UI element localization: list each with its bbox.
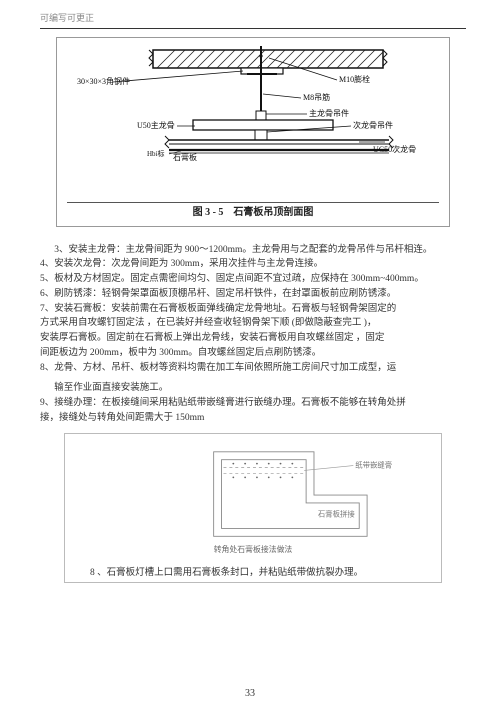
figure-1-box: 30×30×3角钢件 U50主龙骨 Hbi标 石膏板 M10膨栓 M8吊筋 主龙… — [56, 37, 450, 227]
ceiling-section-diagram: 30×30×3角钢件 U50主龙骨 Hbi标 石膏板 M10膨栓 M8吊筋 主龙… — [67, 44, 439, 194]
header-rule — [40, 28, 466, 29]
para-8a: 8、龙骨、方材、吊杆、板材等资料均需在加工车间依照所施工房间尺寸加工成型，运 — [40, 361, 466, 376]
label-main-hanger: 主龙骨吊件 — [309, 108, 349, 118]
para-4: 4、安装次龙骨：次龙骨间距为 300mm，采用次挂件与主龙骨连接。 — [40, 257, 466, 272]
para-7a: 7、安装石膏板：安装前需在石膏板板面弹线确定龙骨地址。石膏板与轻钢骨架固定的 — [40, 302, 466, 317]
para-5: 5、板材及方材固定。固定点需密间均匀、固定点间距不宜过疏，应保持在 300mm~… — [40, 272, 466, 287]
label-angle-steel: 30×30×3角钢件 — [77, 76, 130, 86]
figure-2-line-item: 8 、石膏板灯槽上口需用石膏板条封口，并粘贴纸带做抗裂办理。 — [71, 566, 435, 580]
header-note: 可编写可更正 — [40, 12, 466, 26]
para-3: 3、安装主龙骨：主龙骨间距为 900～1200mm。主龙骨用与之配套的龙骨吊件与… — [40, 243, 466, 258]
page-number: 33 — [0, 686, 500, 701]
label-hbiao: Hbi标 — [147, 149, 165, 158]
figure-1-caption: 图 3 - 5 石膏板吊顶剖面图 — [67, 202, 439, 222]
label-sub-keel: UC50次龙骨 — [373, 144, 416, 154]
label-corner-board: 石膏板拼接 — [318, 510, 355, 519]
para-6: 6、刷防锈漆：轻钢骨架罩面板顶棚吊杆、固定吊杆铁件，在封罩面板前应刷防锈漆。 — [40, 287, 466, 302]
para-8b: 输至作业面直接安装施工。 — [40, 381, 466, 396]
figure-2-box: 纸带嵌缝膏 石膏板拼接 转角处石膏板接法做法 8 、石膏板灯槽上口需用石膏板条封… — [64, 433, 442, 583]
para-7d: 间距板边为 200mm，板中为 300mm。自攻螺丝固定后点刷防锈漆。 — [40, 346, 466, 361]
para-9b: 接，接缝处与转角处间距需大于 150mm — [40, 411, 466, 426]
corner-joint-diagram: 纸带嵌缝膏 石膏板拼接 转角处石膏板接法做法 — [71, 438, 435, 558]
label-main-keel: U50主龙骨 — [137, 120, 175, 130]
figure-2-caption: 转角处石膏板接法做法 — [214, 544, 293, 554]
label-bolt: M10膨栓 — [339, 74, 370, 84]
label-sub-hanger: 次龙骨吊件 — [353, 120, 393, 130]
para-7b: 方式采用自攻螺钉固定法 ，在已装好并经查收轻钢骨架下顺 (即做隐蔽查完工 )， — [40, 316, 466, 331]
figure-1-title: 石膏板吊顶剖面图 — [233, 205, 313, 220]
para-9a: 9、接缝办理：在板接缝间采用粘贴纸带嵌缝膏进行嵌缝办理。石膏板不能够在转角处拼 — [40, 396, 466, 411]
label-hanger-rod: M8吊筋 — [303, 92, 330, 102]
label-joint: 纸带嵌缝膏 — [355, 461, 392, 470]
para-7c: 安装厚石膏板。固定前在石膏板上弹出龙骨线，安装石膏板用自攻螺丝固定 ，固定 — [40, 331, 466, 346]
body-text: 3、安装主龙骨：主龙骨间距为 900～1200mm。主龙骨用与之配套的龙骨吊件与… — [40, 243, 466, 426]
label-gypsum: 石膏板 — [173, 152, 197, 162]
figure-1-number: 图 3 - 5 — [193, 205, 224, 220]
